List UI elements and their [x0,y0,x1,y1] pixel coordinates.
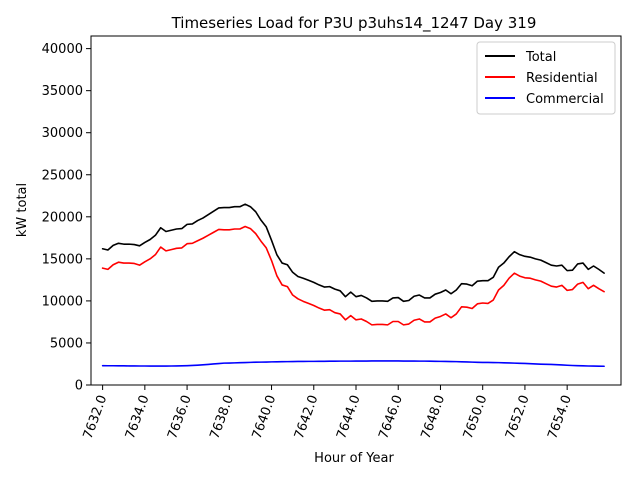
legend-label-total: Total [525,50,556,65]
y-axis-label: kW total [15,183,30,237]
chart-title: Timeseries Load for P3U p3uhs14_1247 Day… [171,14,537,33]
legend-label-commercial: Commercial [526,92,604,107]
y-tick-label: 5000 [50,336,83,351]
series-line-total [101,203,605,303]
y-tick-label: 40000 [42,42,83,57]
x-axis-label: Hour of Year [314,451,394,466]
series-layer [101,203,605,368]
y-tick-label: 20000 [42,210,83,225]
y-axis: 0 5000 10000 15000 20000 25000 30000 35000 40000 [42,42,91,394]
y-tick-label: 10000 [42,294,83,309]
y-tick-label: 25000 [42,168,83,183]
legend-label-residential: Residential [526,71,598,86]
legend: Total Residential Commercial [476,41,616,115]
y-tick-label: 30000 [42,126,83,141]
series-line-residential [101,225,605,326]
legend-box [476,41,616,115]
y-tick-label: 15000 [42,252,83,267]
y-tick-label: 35000 [42,84,83,99]
series-line-commercial [101,360,605,368]
y-tick-label: 0 [75,379,83,394]
